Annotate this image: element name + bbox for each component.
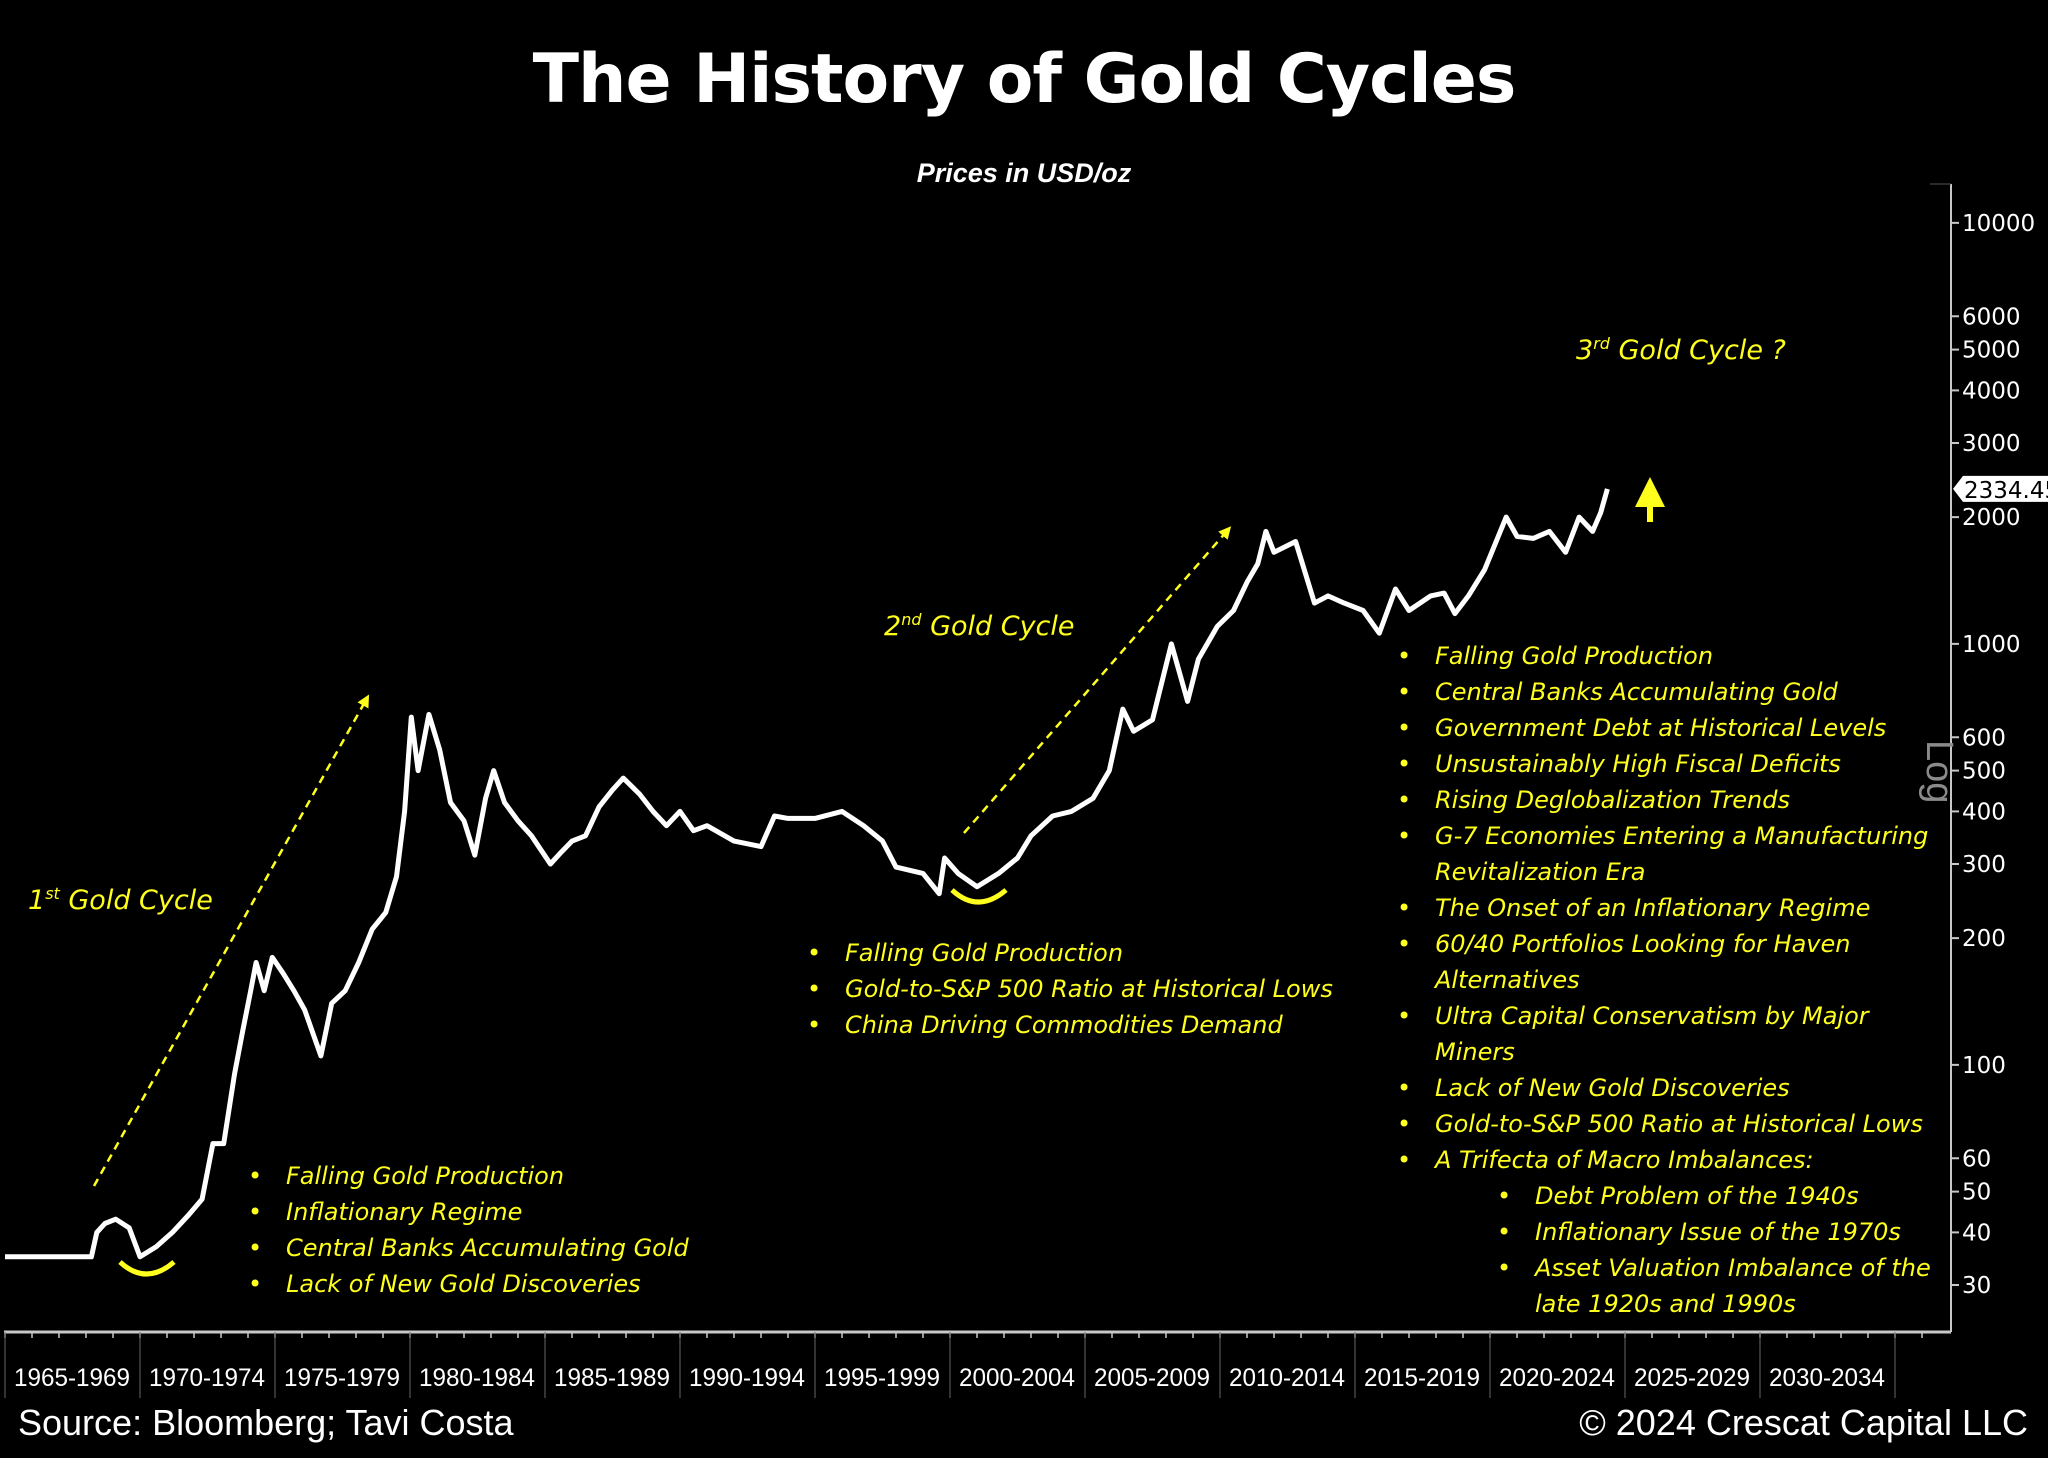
y-tick-label: 200: [1962, 926, 2006, 952]
y-tick-label: 60: [1962, 1146, 1991, 1172]
list-item: Asset Valuation Imbalance of the: [1397, 1250, 1931, 1286]
y-tick-label: 50: [1962, 1180, 1991, 1206]
list-item: Debt Problem of the 1940s: [1397, 1178, 1931, 1214]
list-item: The Onset of an Inflationary Regime: [1397, 890, 1931, 926]
list-item: 60/40 Portfolios Looking for Haven: [1397, 926, 1931, 962]
list-item: Inflationary Regime: [248, 1194, 689, 1230]
x-tick-label: 2025-2029: [1634, 1364, 1750, 1392]
y-tick-label: 500: [1962, 759, 2006, 785]
y-tick-label: 5000: [1962, 338, 2021, 364]
third-cycle-label: 3rd Gold Cycle ?: [1576, 334, 1786, 366]
x-tick-label: 2005-2009: [1094, 1364, 1210, 1392]
chart-title: The History of Gold Cycles: [532, 40, 1517, 119]
x-tick-label: 2015-2019: [1364, 1364, 1480, 1392]
list-item: late 1920s and 1990s: [1535, 1290, 1796, 1318]
cycle2-trend-arrow: [963, 526, 1232, 834]
y-tick-label: 300: [1962, 852, 2006, 878]
list-item: Central Banks Accumulating Gold: [1397, 674, 1931, 710]
list-item: Government Debt at Historical Levels: [1397, 710, 1931, 746]
list-item: Inflationary Issue of the 1970s: [1397, 1214, 1931, 1250]
list-item: Falling Gold Production: [1397, 638, 1931, 674]
list-item: Lack of New Gold Discoveries: [1397, 1070, 1931, 1106]
first-cycle-drivers: Falling Gold ProductionInflationary Regi…: [248, 1158, 689, 1302]
y-tick-label: 4000: [1962, 378, 2021, 404]
list-item: Central Banks Accumulating Gold: [248, 1230, 689, 1266]
source-note: Source: Bloomberg; Tavi Costa: [18, 1402, 514, 1443]
x-tick-label: 2010-2014: [1229, 1364, 1345, 1392]
x-tick-label: 2000-2004: [959, 1364, 1075, 1392]
list-item: G-7 Economies Entering a Manufacturing: [1397, 818, 1931, 854]
gold-price-line: [5, 488, 1610, 1260]
last-value-flag: [1953, 475, 2048, 502]
x-tick-label: 1970-1974: [149, 1364, 265, 1392]
list-item: China Driving Commodities Demand: [807, 1007, 1333, 1043]
y-tick-label: 6000: [1962, 304, 2021, 330]
y-tick-label: 40: [1962, 1220, 1991, 1246]
list-item: Falling Gold Production: [248, 1158, 689, 1194]
copyright-note: © 2024 Crescat Capital LLC: [1579, 1402, 2028, 1443]
x-tick-label: 2020-2024: [1499, 1364, 1615, 1392]
y-tick-label: 600: [1962, 725, 2006, 751]
cycle1-bottom-smile: [118, 1260, 176, 1277]
last-value-label: 2334.45: [1964, 478, 2048, 504]
x-tick-label: 1990-1994: [689, 1364, 805, 1392]
list-item: Falling Gold Production: [807, 935, 1333, 971]
y-tick-label: 3000: [1962, 431, 2021, 457]
list-item: Lack of New Gold Discoveries: [248, 1266, 689, 1302]
y-tick-label: 100: [1962, 1053, 2006, 1079]
list-item: A Trifecta of Macro Imbalances:: [1397, 1142, 1931, 1178]
y-tick-label: 10000: [1962, 211, 2035, 237]
x-tick-label: 1965-1969: [14, 1364, 130, 1392]
first-cycle-label: 1st Gold Cycle: [28, 884, 213, 916]
list-item: Gold-to-S&P 500 Ratio at Historical Lows: [807, 971, 1333, 1007]
list-item: Rising Deglobalization Trends: [1397, 782, 1931, 818]
x-tick-label: 1995-1999: [824, 1364, 940, 1392]
y-tick-label: 400: [1962, 799, 2006, 825]
second-cycle-drivers: Falling Gold ProductionGold-to-S&P 500 R…: [807, 935, 1333, 1043]
second-cycle-label: 2nd Gold Cycle: [884, 610, 1075, 642]
list-item: Miners: [1435, 1038, 1515, 1066]
third-cycle-drivers: Falling Gold ProductionCentral Banks Acc…: [1397, 638, 1931, 1322]
y-tick-label: 2000: [1962, 505, 2021, 531]
cycle1-trend-arrow: [92, 694, 370, 1187]
x-tick-label: 2030-2034: [1769, 1364, 1885, 1392]
list-item: Ultra Capital Conservatism by Major: [1397, 998, 1931, 1034]
x-tick-label: 1985-1989: [554, 1364, 670, 1392]
list-item: Revitalization Era: [1435, 858, 1646, 886]
x-tick-label: 1980-1984: [419, 1364, 535, 1392]
cycle2-bottom-smile: [950, 888, 1008, 905]
chart-subtitle: Prices in USD/oz: [916, 158, 1132, 188]
y-tick-label: 1000: [1962, 632, 2021, 658]
list-item: Gold-to-S&P 500 Ratio at Historical Lows: [1397, 1106, 1931, 1142]
y-tick-label: 30: [1962, 1273, 1991, 1299]
list-item: Alternatives: [1435, 966, 1580, 994]
list-item: Unsustainably High Fiscal Deficits: [1397, 746, 1931, 782]
x-tick-label: 1975-1979: [284, 1364, 400, 1392]
